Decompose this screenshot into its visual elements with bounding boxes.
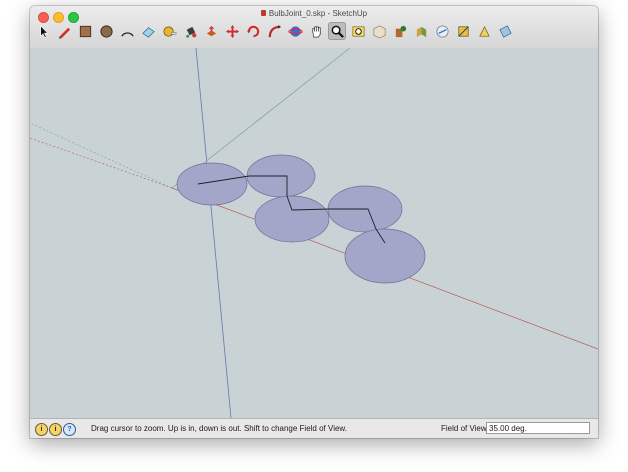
zoom-tool-button[interactable] bbox=[328, 22, 346, 40]
line-tool-button[interactable] bbox=[55, 22, 73, 40]
sketchup-window: BulbJoint_0.skp - SketchUp bbox=[30, 6, 598, 438]
tape-measure-tool-icon bbox=[162, 24, 177, 39]
title-bar: BulbJoint_0.skp - SketchUp bbox=[30, 6, 598, 49]
status-message: Drag cursor to zoom. Up is in, down is o… bbox=[91, 424, 347, 433]
drawing-viewport[interactable] bbox=[30, 48, 598, 418]
styles-icon bbox=[456, 24, 471, 39]
pan-tool-button[interactable] bbox=[307, 22, 325, 40]
eraser-tool-button[interactable] bbox=[139, 22, 157, 40]
shadows-button[interactable] bbox=[475, 22, 493, 40]
green-axis-dashed bbox=[30, 123, 172, 188]
rotate-tool-button[interactable] bbox=[244, 22, 262, 40]
eraser-tool-icon bbox=[141, 24, 156, 39]
window-title-text: BulbJoint_0.skp - SketchUp bbox=[269, 9, 367, 18]
window-title: BulbJoint_0.skp - SketchUp bbox=[30, 9, 598, 18]
circle-tool-icon bbox=[99, 24, 114, 39]
blue-axis bbox=[196, 48, 231, 418]
circle-tool-button[interactable] bbox=[97, 22, 115, 40]
move-tool-icon bbox=[225, 24, 240, 39]
field-of-view-input[interactable]: 35.00 deg. bbox=[486, 422, 590, 434]
layout-button[interactable] bbox=[433, 22, 451, 40]
layout-icon bbox=[435, 24, 450, 39]
rotate-tool-icon bbox=[246, 24, 261, 39]
status-bar: i i ? Drag cursor to zoom. Up is in, dow… bbox=[30, 418, 598, 438]
rectangle-tool-icon bbox=[78, 24, 93, 39]
3d-warehouse-button[interactable] bbox=[370, 22, 388, 40]
styles-button[interactable] bbox=[454, 22, 472, 40]
extension-warehouse-icon bbox=[414, 24, 429, 39]
tape-measure-tool-button[interactable] bbox=[160, 22, 178, 40]
zoom-extents-tool-icon bbox=[351, 24, 366, 39]
rectangle-tool-button[interactable] bbox=[76, 22, 94, 40]
shadows-icon bbox=[477, 24, 492, 39]
bulb-disc[interactable] bbox=[177, 163, 247, 205]
red-axis-dashed bbox=[30, 138, 172, 188]
components-button[interactable] bbox=[391, 22, 409, 40]
document-icon bbox=[261, 10, 266, 16]
select-tool-icon bbox=[36, 24, 51, 39]
field-of-view-label: Field of View bbox=[441, 424, 487, 433]
follow-me-tool-icon bbox=[267, 24, 282, 39]
section-plane-icon bbox=[498, 24, 513, 39]
help-icon[interactable]: ? bbox=[63, 423, 76, 436]
paint-bucket-tool-icon bbox=[183, 24, 198, 39]
paint-bucket-tool-button[interactable] bbox=[181, 22, 199, 40]
pencil-line-tool-icon bbox=[57, 24, 72, 39]
arc-tool-icon bbox=[120, 24, 135, 39]
arc-tool-button[interactable] bbox=[118, 22, 136, 40]
push-pull-tool-icon bbox=[204, 24, 219, 39]
main-toolbar bbox=[34, 20, 517, 42]
pan-tool-icon bbox=[309, 24, 324, 39]
orbit-tool-button[interactable] bbox=[286, 22, 304, 40]
3d-warehouse-icon bbox=[372, 24, 387, 39]
zoom-tool-icon bbox=[330, 24, 345, 39]
zoom-extents-tool-button[interactable] bbox=[349, 22, 367, 40]
bulb-disc[interactable] bbox=[255, 196, 329, 242]
orbit-tool-icon bbox=[288, 24, 303, 39]
components-icon bbox=[393, 24, 408, 39]
extension-warehouse-button[interactable] bbox=[412, 22, 430, 40]
model-scene[interactable] bbox=[30, 48, 598, 418]
section-plane-button[interactable] bbox=[496, 22, 514, 40]
geo-location-icon[interactable]: i bbox=[35, 423, 48, 436]
move-tool-button[interactable] bbox=[223, 22, 241, 40]
follow-me-tool-button[interactable] bbox=[265, 22, 283, 40]
select-tool-button[interactable] bbox=[34, 22, 52, 40]
bulb-disc[interactable] bbox=[345, 229, 425, 283]
push-pull-tool-button[interactable] bbox=[202, 22, 220, 40]
credits-icon[interactable]: i bbox=[49, 423, 62, 436]
